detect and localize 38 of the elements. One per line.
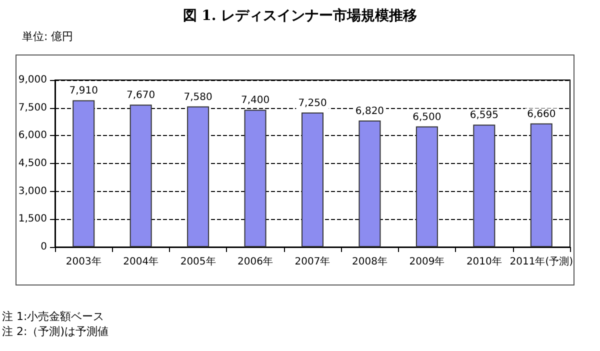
data-label: 7,580	[184, 92, 212, 103]
text: 注 2:（予測)は予測値	[2, 325, 108, 338]
data-label: 6,500	[412, 112, 442, 123]
bar	[358, 120, 381, 247]
x-tick-label: 2005年	[180, 256, 216, 268]
x-tick-label: 2006年	[238, 256, 274, 268]
y-tick-label: 3,000	[18, 186, 47, 197]
data-label: 6,660	[527, 108, 556, 120]
bar	[302, 112, 324, 247]
data-label: 7,250	[298, 98, 327, 109]
bar	[416, 126, 438, 247]
bar	[473, 124, 496, 247]
chart-title: 図 1. レディスインナー市場規模推移	[182, 7, 418, 24]
bar	[187, 106, 210, 247]
y-axis-title: 単位: 億円	[22, 30, 74, 43]
data-label: 7,910	[69, 86, 98, 97]
bar	[130, 104, 152, 247]
data-label: 7,670	[126, 90, 156, 102]
data-label: 6,820	[355, 106, 384, 117]
data-label: 7,400	[240, 95, 270, 106]
bar	[72, 100, 95, 247]
y-tick-label: 6,000	[18, 130, 47, 142]
y-tick-label: 7,500	[18, 102, 47, 114]
x-tick-label: 2010年	[466, 256, 502, 268]
bar	[530, 123, 552, 247]
bar	[244, 110, 266, 247]
data-label: 6,595	[470, 110, 498, 122]
x-tick-label: 2011年(予測)	[510, 256, 574, 268]
y-tick-label: 1,500	[18, 214, 47, 225]
y-tick-label: 4,500	[18, 158, 47, 169]
x-tick-label: 2007年	[294, 256, 330, 268]
x-tick-label: 2009年	[409, 256, 445, 268]
x-tick-label: 2008年	[352, 256, 388, 268]
y-tick-label: 9,000	[18, 74, 47, 86]
text: 注 1:小売金額ベース	[2, 310, 104, 323]
x-tick-label: 2003年	[66, 256, 102, 268]
x-tick-label: 2004年	[123, 256, 159, 268]
y-tick-label: 0	[40, 242, 47, 252]
